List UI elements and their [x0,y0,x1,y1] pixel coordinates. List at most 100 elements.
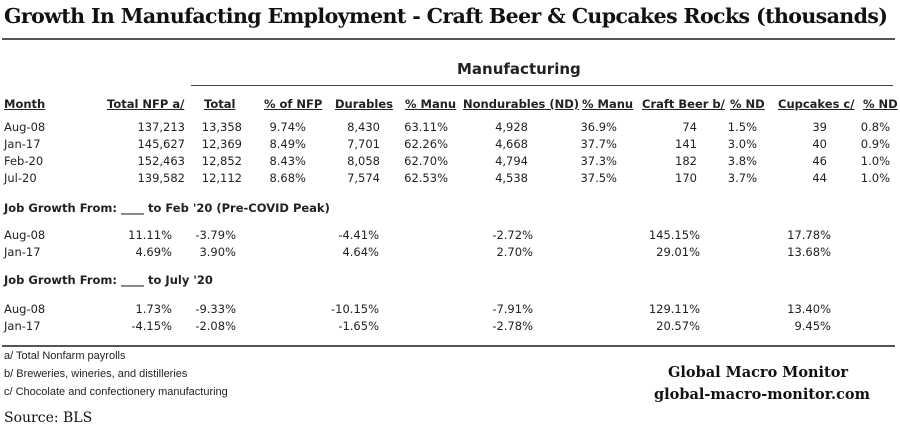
table-cell: 37.7% [580,137,617,151]
row-label: Aug-08 [4,120,46,134]
table-cell: 63.11% [404,120,448,134]
manufacturing-group-header: Manufacturing [457,60,581,78]
table-cell: 8.43% [269,154,306,168]
table-cell: 8,430 [347,120,380,134]
section-label: Job Growth From: ____ to Feb '20 (Pre-CO… [4,201,330,215]
column-header: Craft Beer b/ [642,97,725,111]
row-label: Feb-20 [4,154,44,168]
column-header: % ND [730,97,765,111]
row-label: Jan-17 [4,245,41,259]
table-cell: -4.41% [338,228,379,242]
table-cell: 8.49% [269,137,306,151]
table-cell: 1.5% [727,120,757,134]
column-header: % Manu [582,97,634,111]
table-cell: -10.15% [331,302,379,316]
table-cell: 12,852 [201,154,242,168]
source-label: Source: BLS [4,410,93,426]
table-cell: 139,582 [137,171,185,185]
table-cell: 9.45% [794,319,831,333]
column-header: Cupcakes c/ [778,97,855,111]
footnote-b: b/ Breweries, wineries, and distilleries [4,368,188,380]
table-cell: 2.70% [496,245,533,259]
table-cell: 4,928 [495,120,528,134]
table-cell: -2.78% [492,319,533,333]
table-cell: 152,463 [137,154,185,168]
row-label: Aug-08 [4,302,46,316]
table-cell: 37.5% [580,171,617,185]
table-cell: 11.11% [128,228,172,242]
page-title: Growth In Manufacting Employment - Craft… [4,4,888,28]
table-cell: 4,794 [495,154,528,168]
table-cell: 0.8% [860,120,890,134]
section-label: Job Growth From: ____ to July '20 [4,273,213,287]
table-cell: 44 [812,171,827,185]
table-cell: -2.72% [492,228,533,242]
table-cell: 3.7% [727,171,757,185]
footnote-a: a/ Total Nonfarm payrolls [4,350,126,362]
table-cell: 4,668 [495,137,528,151]
brand-name: Global Macro Monitor [668,364,849,381]
table-cell: 145.15% [648,228,700,242]
table-cell: 170 [675,171,697,185]
table-cell: 137,213 [137,120,185,134]
table-cell: 3.8% [727,154,757,168]
table-cell: -9.33% [195,302,236,316]
column-header: % Manu [405,97,457,111]
table-cell: 37.3% [580,154,617,168]
table-cell: 12,369 [201,137,242,151]
table-cell: 129.11% [648,302,700,316]
table-cell: 13.68% [787,245,831,259]
table-cell: 8.68% [269,171,306,185]
table-cell: 62.70% [404,154,448,168]
table-cell: 62.53% [404,171,448,185]
table-cell: 3.0% [727,137,757,151]
column-header: % ND [863,97,898,111]
table-cell: 7,574 [347,171,380,185]
table-cell: 46 [812,154,827,168]
table-cell: 9.74% [269,120,306,134]
table-cell: 40 [812,137,827,151]
table-cell: 1.0% [860,154,890,168]
column-header: Nondurables (ND) [463,97,580,111]
brand-url: global-macro-monitor.com [654,386,870,403]
table-cell: 20.57% [656,319,700,333]
table-cell: 8,058 [347,154,380,168]
column-header: Total NFP a/ [107,97,185,111]
table-cell: 17.78% [787,228,831,242]
table-cell: -4.15% [131,319,172,333]
table-cell: 4.69% [135,245,172,259]
footer-divider [2,345,895,347]
table-cell: 7,701 [347,137,380,151]
row-label: Jul-20 [4,171,37,185]
table-cell: 145,627 [137,137,185,151]
table-cell: 13.40% [787,302,831,316]
table-cell: 62.26% [404,137,448,151]
row-label: Jan-17 [4,319,41,333]
column-header: Total [204,97,236,111]
manufacturing-divider [191,85,893,86]
table-cell: -1.65% [338,319,379,333]
table-cell: 4.64% [342,245,379,259]
table-cell: 1.73% [135,302,172,316]
table-cell: 182 [675,154,697,168]
table-cell: 1.0% [860,171,890,185]
table-cell: 3.90% [199,245,236,259]
table-cell: 13,358 [201,120,242,134]
table-cell: -2.08% [195,319,236,333]
table-cell: 4,538 [495,171,528,185]
table-cell: -7.91% [492,302,533,316]
table-cell: 39 [812,120,827,134]
column-header: Month [4,97,46,111]
table-cell: -3.79% [195,228,236,242]
footnote-c: c/ Chocolate and confectionery manufactu… [4,386,228,398]
table-cell: 36.9% [580,120,617,134]
column-header: % of NFP [264,97,323,111]
table-cell: 0.9% [860,137,890,151]
column-header: Durables [335,97,393,111]
table-cell: 12,112 [201,171,242,185]
table-cell: 141 [675,137,697,151]
row-label: Aug-08 [4,228,46,242]
row-label: Jan-17 [4,137,41,151]
title-divider [2,38,895,40]
table-cell: 74 [682,120,697,134]
